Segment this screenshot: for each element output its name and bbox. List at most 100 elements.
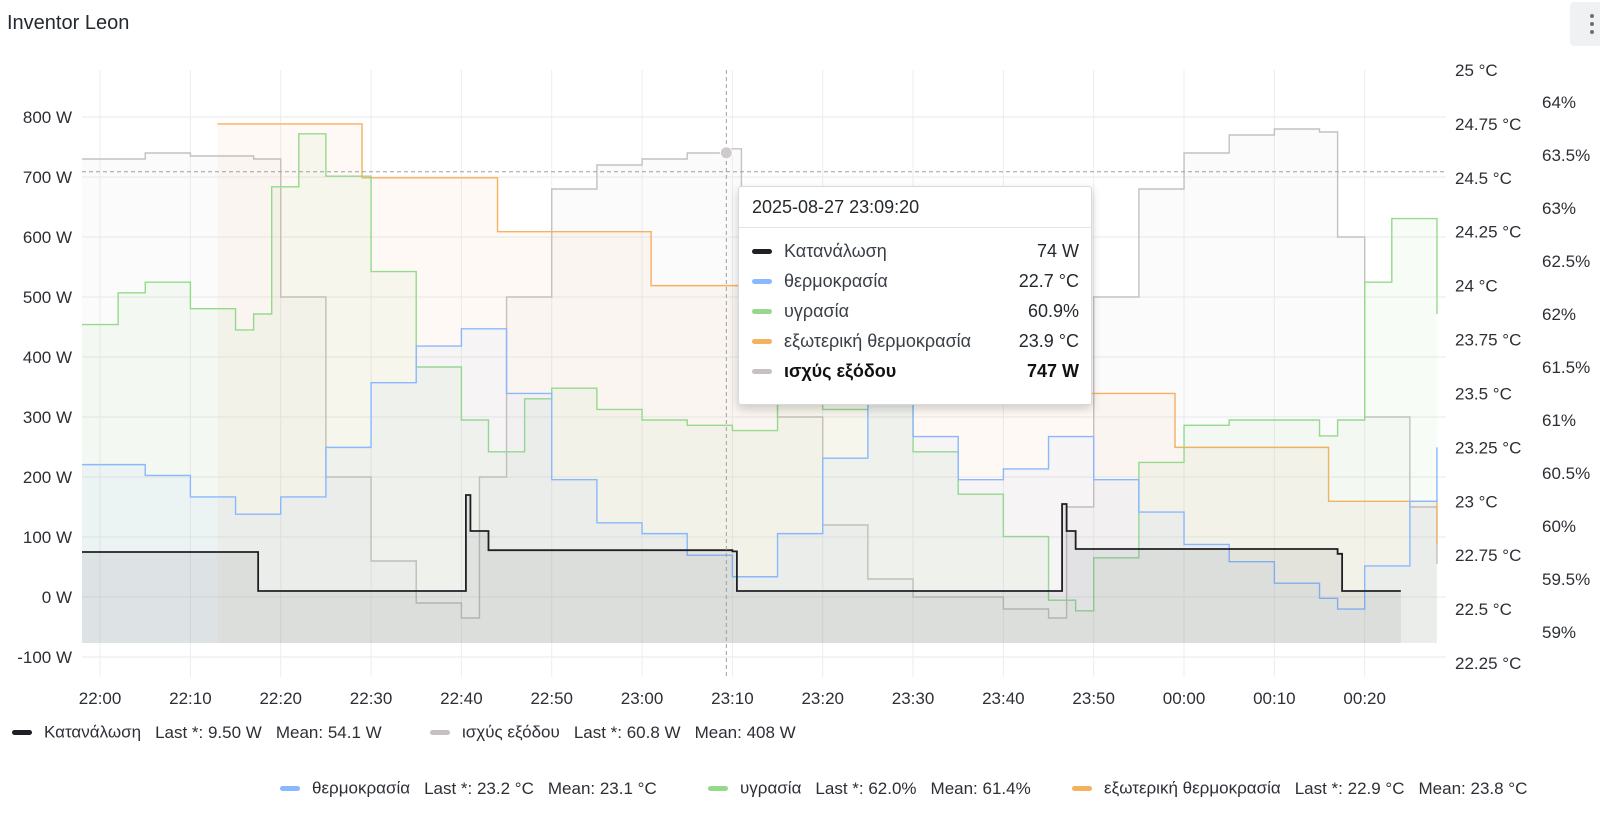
y-right-temp-tick-label: 24.5 °C [1455, 169, 1512, 188]
y-axis-left: 800 W 700 W 600 W 500 W 400 W 300 W 200 W 100 W… [17, 108, 72, 667]
legend-last-value: Last *: 9.50 W [155, 722, 262, 742]
series-line [82, 494, 1401, 592]
tooltip-row: ισχύς εξόδου 747 W [739, 356, 1091, 386]
legend-mean-value: Mean: 23.1 °C [547, 778, 657, 798]
y-right-pct-tick-label: 62.5% [1542, 252, 1590, 271]
x-tick-label: 22:00 [79, 689, 122, 708]
x-tick-label: 22:50 [530, 689, 573, 708]
tooltip-swatch [752, 339, 772, 344]
tooltip-rows: Κατανάλωση 74 W θερμοκρασία 22.7 °C υγρασία 6… [739, 228, 1091, 386]
y-left-tick-label: 0 W [42, 588, 72, 607]
legend-item[interactable]: εξωτερική θερμοκρασία Last *: 22.9 °C Mean… [1072, 778, 1527, 799]
legend-item[interactable]: ισχύς εξόδου Last *: 60.8 W Mean: 408 W [430, 722, 796, 743]
series-1 [81, 328, 1438, 643]
y-right-pct-tick-label: 59.5% [1542, 570, 1590, 589]
y-left-tick-label: -100 W [17, 648, 72, 667]
y-left-tick-label: 800 W [23, 108, 72, 127]
legend-last-value: Last *: 62.0% [815, 778, 917, 798]
y-right-pct-tick-label: 60% [1542, 517, 1576, 536]
x-tick-label: 23:00 [621, 689, 664, 708]
tooltip-row: Κατανάλωση 74 W [739, 236, 1091, 266]
y-right-temp-tick-label: 25 °C [1455, 61, 1498, 80]
y-left-tick-label: 100 W [23, 528, 72, 547]
legend-swatch [708, 786, 728, 792]
legend-last-value: Last *: 22.9 °C [1294, 778, 1405, 798]
x-tick-label: 22:40 [440, 689, 483, 708]
tooltip-value: 22.7 °C [1018, 271, 1079, 291]
x-tick-label: 22:20 [259, 689, 302, 708]
y-right-temp-tick-label: 22.75 °C [1455, 546, 1521, 565]
panel-title: Inventor Leon [7, 12, 130, 34]
legend-swatch [12, 730, 32, 736]
legend-series-name: θερμοκρασία [312, 778, 411, 798]
legend-series-name: ισχύς εξόδου [462, 722, 560, 742]
x-tick-label: 22:30 [350, 689, 393, 708]
y-left-tick-label: 500 W [23, 288, 72, 307]
y-right-pct-tick-label: 62% [1542, 305, 1576, 324]
y-right-temp-tick-label: 24.75 °C [1455, 115, 1521, 134]
legend-last-value: Last *: 23.2 °C [424, 778, 534, 798]
y-right-temp-tick-label: 24.25 °C [1455, 223, 1521, 242]
legend-mean-value: Mean: 408 W [694, 722, 796, 742]
x-tick-label: 22:10 [169, 689, 212, 708]
legend-series-name: εξωτερική θερμοκρασία [1104, 778, 1281, 798]
y-right-temp-tick-label: 23.75 °C [1455, 331, 1521, 350]
x-tick-label: 23:10 [711, 689, 754, 708]
y-right-temp-tick-label: 23 °C [1455, 492, 1498, 511]
legend-item[interactable]: θερμοκρασία Last *: 23.2 °C Mean: 23.1 °C [280, 778, 657, 799]
y-left-tick-label: 700 W [23, 168, 72, 187]
legend-mean-value: Mean: 23.8 °C [1418, 778, 1528, 798]
x-tick-label: 23:50 [1072, 689, 1115, 708]
series-line [82, 328, 1438, 610]
series-0 [81, 494, 1401, 643]
series-area [82, 133, 1437, 644]
y-right-pct-tick-label: 61.5% [1542, 358, 1590, 377]
series-line [82, 133, 1438, 612]
tooltip-swatch [752, 249, 772, 254]
legend-mean-value: Mean: 61.4% [930, 778, 1031, 798]
y-right-pct-tick-label: 63% [1542, 199, 1576, 218]
y-right-temp-tick-label: 22.25 °C [1455, 654, 1521, 673]
tooltip-value: 74 W [1036, 241, 1079, 261]
y-right-temp-tick-label: 24 °C [1455, 277, 1498, 296]
panel-header: Inventor Leon [0, 0, 1600, 48]
legend-series-name: Κατανάλωση [44, 722, 142, 742]
x-tick-label: 23:20 [801, 689, 844, 708]
y-left-tick-label: 200 W [23, 468, 72, 487]
tooltip-timestamp: 2025-08-27 23:09:20 [739, 187, 1091, 228]
y-left-tick-label: 400 W [23, 348, 72, 367]
tooltip-swatch [752, 279, 772, 284]
legend-swatch [280, 786, 300, 792]
y-right-pct-tick-label: 63.5% [1542, 146, 1590, 165]
tooltip-swatch [752, 309, 772, 314]
tooltip-label: θερμοκρασία [784, 271, 888, 291]
series-area [82, 495, 1401, 643]
tooltip-label: υγρασία [784, 301, 850, 321]
y-axis-right-temp: 25 °C 24.75 °C 24.5 °C 24.25 °C 24 °C 23.75 °… [1455, 61, 1521, 673]
legend-item[interactable]: υγρασία Last *: 62.0% Mean: 61.4% [708, 778, 1031, 799]
kebab-menu-icon[interactable] [1570, 2, 1600, 46]
tooltip-row: υγρασία 60.9% [739, 296, 1091, 326]
tooltip-label: ισχύς εξόδου [784, 361, 897, 381]
tooltip-row: θερμοκρασία 22.7 °C [739, 266, 1091, 296]
tooltip-label: εξωτερική θερμοκρασία [784, 331, 972, 351]
x-tick-label: 00:00 [1163, 689, 1206, 708]
y-right-pct-tick-label: 61% [1542, 411, 1576, 430]
y-axis-right-pct: 64% 63.5% 63% 62.5% 62% 61.5% 61% 60.5% 60% 59.5%… [1542, 93, 1590, 642]
legend-series-name: υγρασία [740, 778, 802, 798]
series-2 [81, 133, 1438, 644]
y-right-pct-tick-label: 64% [1542, 93, 1576, 112]
y-left-tick-label: 300 W [23, 408, 72, 427]
x-tick-label: 00:20 [1343, 689, 1386, 708]
legend-mean-value: Mean: 54.1 W [275, 722, 382, 742]
legend-item[interactable]: Κατανάλωση Last *: 9.50 W Mean: 54.1 W [12, 722, 382, 743]
x-tick-label: 23:30 [892, 689, 935, 708]
legend-swatch [430, 730, 450, 736]
y-right-temp-tick-label: 22.5 °C [1455, 600, 1512, 619]
y-left-tick-label: 600 W [23, 228, 72, 247]
y-right-pct-tick-label: 59% [1542, 623, 1576, 642]
tooltip-row: εξωτερική θερμοκρασία 23.9 °C [739, 326, 1091, 356]
tooltip-value: 60.9% [1027, 301, 1079, 321]
tooltip-label: Κατανάλωση [784, 241, 887, 261]
